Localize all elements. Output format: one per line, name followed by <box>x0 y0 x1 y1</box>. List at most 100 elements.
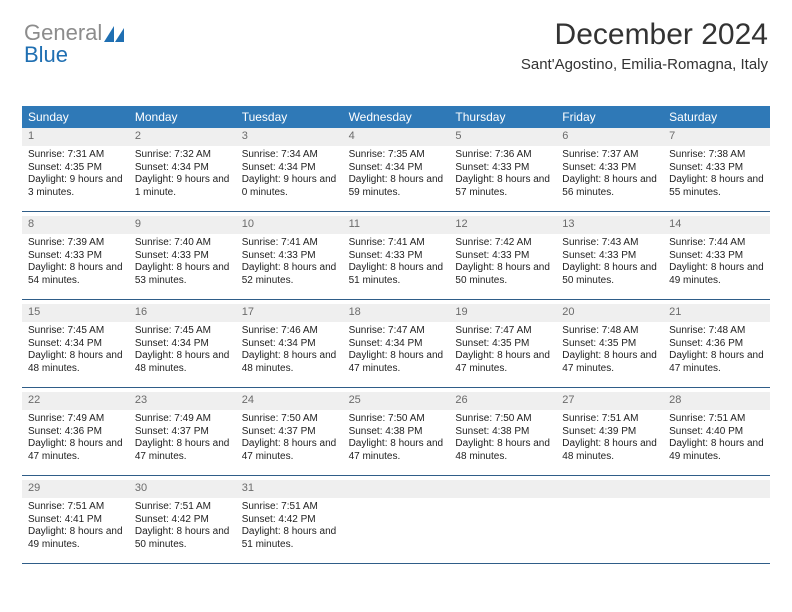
sunrise-line: Sunrise: 7:48 AM <box>669 325 764 338</box>
sunrise-line: Sunrise: 7:45 AM <box>135 325 230 338</box>
sunrise-line: Sunrise: 7:50 AM <box>242 413 337 426</box>
sunset-line: Sunset: 4:35 PM <box>562 338 657 351</box>
sunset-line: Sunset: 4:33 PM <box>455 162 550 175</box>
calendar-header-row: SundayMondayTuesdayWednesdayThursdayFrid… <box>22 106 770 128</box>
day-number: 29 <box>22 480 129 498</box>
sunrise-line: Sunrise: 7:34 AM <box>242 149 337 162</box>
sunrise-line: Sunrise: 7:40 AM <box>135 237 230 250</box>
calendar-week: 891011121314Sunrise: 7:39 AMSunset: 4:33… <box>22 216 770 300</box>
day-text: Sunrise: 7:50 AMSunset: 4:38 PMDaylight:… <box>343 410 450 475</box>
day-text: Sunrise: 7:45 AMSunset: 4:34 PMDaylight:… <box>129 322 236 387</box>
day-number: 24 <box>236 392 343 410</box>
daylight-line: Daylight: 8 hours and 57 minutes. <box>455 174 550 199</box>
day-text: Sunrise: 7:45 AMSunset: 4:34 PMDaylight:… <box>22 322 129 387</box>
daylight-line: Daylight: 9 hours and 1 minute. <box>135 174 230 199</box>
daynum-row: 22232425262728 <box>22 392 770 410</box>
daynum-row: 891011121314 <box>22 216 770 234</box>
sunrise-line: Sunrise: 7:47 AM <box>349 325 444 338</box>
content-row: Sunrise: 7:31 AMSunset: 4:35 PMDaylight:… <box>22 146 770 211</box>
day-text: Sunrise: 7:51 AMSunset: 4:40 PMDaylight:… <box>663 410 770 475</box>
sunrise-line: Sunrise: 7:48 AM <box>562 325 657 338</box>
day-number: 15 <box>22 304 129 322</box>
daylight-line: Daylight: 8 hours and 52 minutes. <box>242 262 337 287</box>
day-number: 22 <box>22 392 129 410</box>
day-number: 26 <box>449 392 556 410</box>
day-text: Sunrise: 7:41 AMSunset: 4:33 PMDaylight:… <box>236 234 343 299</box>
day-text: Sunrise: 7:51 AMSunset: 4:42 PMDaylight:… <box>129 498 236 563</box>
day-header: Friday <box>556 106 663 128</box>
day-text: Sunrise: 7:37 AMSunset: 4:33 PMDaylight:… <box>556 146 663 211</box>
sunrise-line: Sunrise: 7:32 AM <box>135 149 230 162</box>
content-row: Sunrise: 7:45 AMSunset: 4:34 PMDaylight:… <box>22 322 770 387</box>
day-number: 16 <box>129 304 236 322</box>
daylight-line: Daylight: 8 hours and 47 minutes. <box>669 350 764 375</box>
day-number: 5 <box>449 128 556 146</box>
day-number <box>556 480 663 498</box>
sunset-line: Sunset: 4:42 PM <box>242 514 337 527</box>
day-number: 10 <box>236 216 343 234</box>
day-number: 30 <box>129 480 236 498</box>
sunset-line: Sunset: 4:33 PM <box>349 250 444 263</box>
day-number <box>449 480 556 498</box>
day-text: Sunrise: 7:35 AMSunset: 4:34 PMDaylight:… <box>343 146 450 211</box>
day-number: 2 <box>129 128 236 146</box>
sunrise-line: Sunrise: 7:35 AM <box>349 149 444 162</box>
day-number: 1 <box>22 128 129 146</box>
sunrise-line: Sunrise: 7:51 AM <box>135 501 230 514</box>
daylight-line: Daylight: 8 hours and 48 minutes. <box>242 350 337 375</box>
daynum-row: 15161718192021 <box>22 304 770 322</box>
sunset-line: Sunset: 4:39 PM <box>562 426 657 439</box>
daylight-line: Daylight: 8 hours and 47 minutes. <box>455 350 550 375</box>
content-row: Sunrise: 7:39 AMSunset: 4:33 PMDaylight:… <box>22 234 770 299</box>
sunset-line: Sunset: 4:33 PM <box>562 250 657 263</box>
day-text: Sunrise: 7:47 AMSunset: 4:34 PMDaylight:… <box>343 322 450 387</box>
day-number: 8 <box>22 216 129 234</box>
sunrise-line: Sunrise: 7:49 AM <box>135 413 230 426</box>
sunset-line: Sunset: 4:42 PM <box>135 514 230 527</box>
day-number: 18 <box>343 304 450 322</box>
sunset-line: Sunset: 4:34 PM <box>28 338 123 351</box>
day-number: 27 <box>556 392 663 410</box>
daylight-line: Daylight: 9 hours and 3 minutes. <box>28 174 123 199</box>
day-number: 6 <box>556 128 663 146</box>
day-number <box>343 480 450 498</box>
day-text: Sunrise: 7:40 AMSunset: 4:33 PMDaylight:… <box>129 234 236 299</box>
sunrise-line: Sunrise: 7:47 AM <box>455 325 550 338</box>
title-block: December 2024 Sant'Agostino, Emilia-Roma… <box>521 18 768 73</box>
daylight-line: Daylight: 8 hours and 51 minutes. <box>349 262 444 287</box>
day-text: Sunrise: 7:48 AMSunset: 4:36 PMDaylight:… <box>663 322 770 387</box>
day-header: Tuesday <box>236 106 343 128</box>
day-number: 9 <box>129 216 236 234</box>
sunset-line: Sunset: 4:34 PM <box>135 338 230 351</box>
sunset-line: Sunset: 4:36 PM <box>669 338 764 351</box>
sunset-line: Sunset: 4:33 PM <box>455 250 550 263</box>
location: Sant'Agostino, Emilia-Romagna, Italy <box>521 56 768 73</box>
page-title: December 2024 <box>521 18 768 52</box>
day-text: Sunrise: 7:50 AMSunset: 4:38 PMDaylight:… <box>449 410 556 475</box>
day-text: Sunrise: 7:44 AMSunset: 4:33 PMDaylight:… <box>663 234 770 299</box>
day-text: Sunrise: 7:51 AMSunset: 4:39 PMDaylight:… <box>556 410 663 475</box>
daylight-line: Daylight: 8 hours and 49 minutes. <box>669 262 764 287</box>
sunrise-line: Sunrise: 7:49 AM <box>28 413 123 426</box>
content-row: Sunrise: 7:51 AMSunset: 4:41 PMDaylight:… <box>22 498 770 563</box>
day-text: Sunrise: 7:39 AMSunset: 4:33 PMDaylight:… <box>22 234 129 299</box>
day-text: Sunrise: 7:51 AMSunset: 4:41 PMDaylight:… <box>22 498 129 563</box>
sunrise-line: Sunrise: 7:46 AM <box>242 325 337 338</box>
day-text: Sunrise: 7:51 AMSunset: 4:42 PMDaylight:… <box>236 498 343 563</box>
logo-sail-icon <box>104 26 124 42</box>
sunset-line: Sunset: 4:33 PM <box>562 162 657 175</box>
sunset-line: Sunset: 4:38 PM <box>455 426 550 439</box>
sunrise-line: Sunrise: 7:31 AM <box>28 149 123 162</box>
day-number: 3 <box>236 128 343 146</box>
sunset-line: Sunset: 4:41 PM <box>28 514 123 527</box>
daylight-line: Daylight: 8 hours and 47 minutes. <box>349 350 444 375</box>
daylight-line: Daylight: 8 hours and 47 minutes. <box>28 438 123 463</box>
day-number: 17 <box>236 304 343 322</box>
sunset-line: Sunset: 4:34 PM <box>135 162 230 175</box>
day-number <box>663 480 770 498</box>
day-text: Sunrise: 7:43 AMSunset: 4:33 PMDaylight:… <box>556 234 663 299</box>
daylight-line: Daylight: 8 hours and 50 minutes. <box>562 262 657 287</box>
day-number: 4 <box>343 128 450 146</box>
daylight-line: Daylight: 8 hours and 48 minutes. <box>135 350 230 375</box>
sunset-line: Sunset: 4:34 PM <box>349 338 444 351</box>
